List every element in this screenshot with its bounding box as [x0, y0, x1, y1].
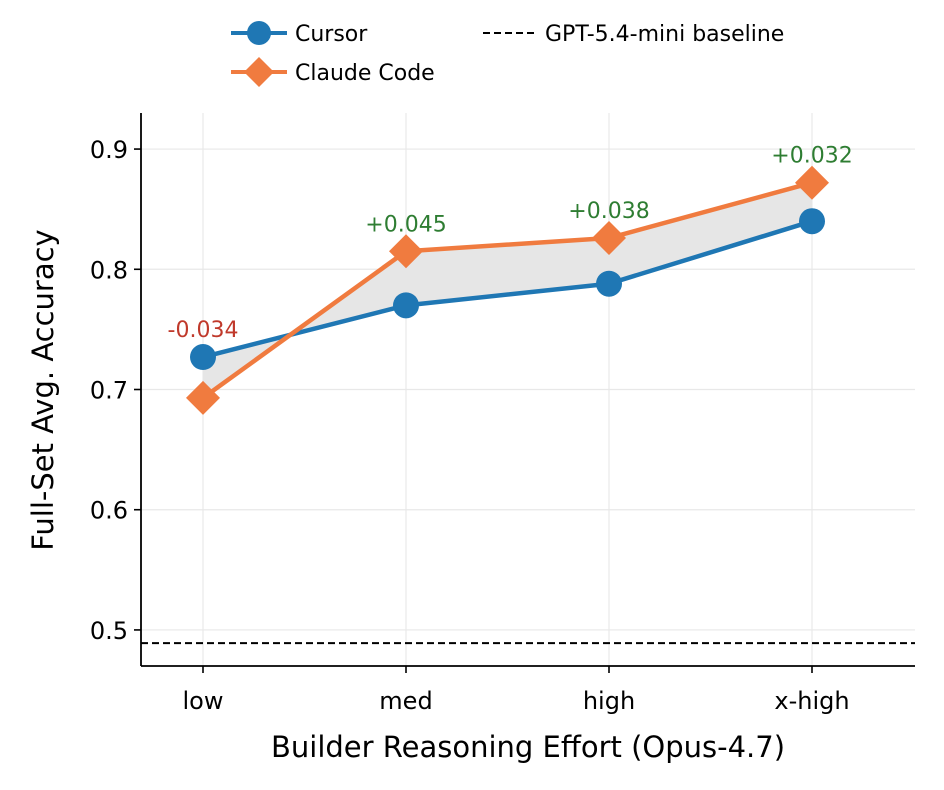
- legend-entry-claude-code: Claude Code: [231, 57, 435, 87]
- point-claude-code-med: [389, 234, 423, 269]
- delta-label-low: -0.034: [168, 318, 239, 343]
- point-cursor-high: [596, 270, 622, 297]
- delta-label-high: +0.038: [568, 199, 649, 224]
- point-claude-code-x-high: [795, 165, 829, 200]
- point-claude-code-low: [186, 380, 220, 415]
- x-axis-label: Builder Reasoning Effort (Opus-4.7): [271, 730, 785, 764]
- tick-labels: 0.5 0.6 0.7 0.8 0.9 low med high x-high: [90, 136, 850, 715]
- legend-cursor-marker: [247, 21, 271, 45]
- delta-label-x-high: +0.032: [771, 144, 852, 169]
- delta-labels: -0.034 +0.045 +0.038 +0.032: [168, 144, 853, 343]
- y-tick-label-0.8: 0.8: [90, 256, 128, 284]
- series-line-claude-code: [201, 180, 813, 400]
- x-tick-label-high: high: [583, 687, 635, 715]
- y-axis-label: Full-Set Avg. Accuracy: [26, 229, 60, 550]
- y-tick-label-0.7: 0.7: [90, 377, 128, 405]
- series-line-cursor: [202, 219, 813, 360]
- fill-between-area: [203, 182, 812, 398]
- point-cursor-low: [190, 344, 216, 371]
- x-tick-label-med: med: [379, 687, 432, 715]
- legend-claude-label: Claude Code: [295, 61, 435, 86]
- series-lines: [186, 165, 829, 415]
- point-cursor-med: [393, 292, 419, 319]
- y-tick-label-0.9: 0.9: [90, 136, 128, 164]
- legend-claude-marker: [244, 57, 274, 87]
- legend-baseline-label: GPT-5.4-mini baseline: [545, 22, 784, 47]
- legend-cursor-label: Cursor: [295, 22, 368, 47]
- point-cursor-x-high: [799, 208, 825, 235]
- legend-entry-baseline: GPT-5.4-mini baseline: [483, 22, 784, 47]
- grid-lines: [141, 113, 915, 666]
- x-tick-label-x-high: x-high: [774, 687, 849, 715]
- fill-between-polygon: [203, 182, 812, 398]
- delta-label-med: +0.045: [365, 212, 446, 237]
- y-tick-label-0.6: 0.6: [90, 497, 128, 525]
- y-tick-label-0.5: 0.5: [90, 617, 128, 645]
- legend-entry-cursor: Cursor: [231, 21, 368, 47]
- x-tick-label-low: low: [183, 687, 224, 715]
- point-claude-code-high: [592, 221, 626, 256]
- legend: Cursor Claude Code GPT-5.4-mini baseline: [231, 21, 784, 87]
